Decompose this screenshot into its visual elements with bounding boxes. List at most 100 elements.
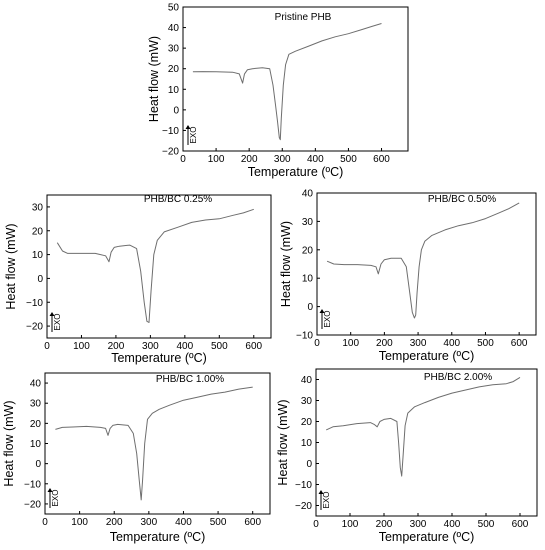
exo-label: EXO	[322, 492, 331, 509]
x-tick-label: 0	[42, 517, 48, 528]
y-tick-label: −10	[162, 126, 179, 137]
y-tick-label: 40	[30, 379, 42, 390]
series-line	[56, 208, 254, 323]
y-tick-label: −20	[24, 499, 41, 510]
x-tick-label: 400	[177, 341, 194, 352]
chart-phb-bc-025: 0 100 200 300 400 500 600 −20 −10 0 10 20 30 Temperat…	[4, 194, 272, 365]
y-axis-title: Heat flow (mW)	[4, 223, 18, 309]
y-tick-label: 10	[168, 85, 180, 96]
y-axis-title: Heat flow (mW)	[2, 400, 16, 486]
y-tick-label: 40	[302, 189, 314, 200]
x-axis-title: Temperature (ºC)	[111, 351, 207, 365]
x-tick-label: 600	[512, 519, 529, 530]
exo-arrow-icon	[49, 312, 55, 316]
y-tick-label: 0	[35, 459, 41, 470]
y-tick-label: −20	[162, 147, 179, 158]
y-tick-label: 30	[302, 217, 314, 228]
y-tick-label: 0	[307, 302, 313, 313]
plot-frame	[44, 372, 271, 515]
panel-title: PHB/BC 1.00%	[156, 374, 224, 385]
panel-title: Pristine PHB	[275, 12, 332, 23]
plot-frame	[46, 194, 272, 339]
x-tick-label: 400	[307, 154, 324, 165]
x-tick-label: 500	[340, 154, 357, 165]
y-tick-label: −20	[26, 322, 43, 333]
exo-label: EXO	[53, 314, 62, 331]
x-axis-title: Temperature (ºC)	[379, 530, 475, 544]
x-tick-label: 500	[477, 338, 494, 349]
x-tick-label: 200	[108, 341, 125, 352]
x-tick-label: 600	[245, 341, 262, 352]
chart-phb-bc-200: 0 100 200 300 400 500 600 −20 −10 0 10 20 30 40 Temper…	[276, 368, 538, 544]
x-tick-label: 600	[511, 338, 528, 349]
x-tick-label: 300	[410, 338, 427, 349]
y-tick-label: 30	[301, 396, 313, 407]
y-tick-label: 40	[168, 23, 180, 34]
panel-title: PHB/BC 0.50%	[428, 194, 496, 205]
x-tick-label: 200	[376, 519, 393, 530]
y-tick-label: 30	[168, 44, 180, 55]
y-tick-label: 40	[301, 375, 313, 386]
exo-arrow-icon	[185, 125, 191, 129]
series-line	[192, 23, 382, 141]
x-tick-label: 100	[342, 519, 359, 530]
y-tick-label: 20	[168, 64, 180, 75]
y-tick-label: 10	[32, 250, 44, 261]
exo-label: EXO	[51, 490, 60, 507]
series-line	[55, 386, 253, 501]
x-tick-label: 0	[313, 519, 319, 530]
y-tick-label: −10	[24, 479, 41, 490]
x-tick-label: 200	[376, 338, 393, 349]
series-line	[326, 202, 520, 319]
chart-phb-bc-050: 0 100 200 300 400 500 600−10010203040Temperatu…	[279, 189, 537, 363]
x-tick-label: 0	[314, 338, 320, 349]
y-tick-label: 0	[37, 274, 43, 285]
y-tick-label: −10	[296, 331, 313, 342]
x-tick-label: 100	[73, 341, 90, 352]
y-tick-label: −20	[295, 501, 312, 512]
x-tick-label: 100	[71, 517, 88, 528]
panel-title: PHB/BC 0.25%	[144, 194, 212, 205]
y-tick-label: 10	[30, 439, 42, 450]
x-tick-label: 500	[210, 517, 227, 528]
y-tick-label: −10	[295, 480, 312, 491]
x-tick-label: 300	[274, 154, 291, 165]
chart-phb-bc-100: 0 100 200 300 400 500 600 −20 −10 0 10 20 30 40 Temper…	[2, 372, 271, 544]
x-tick-label: 400	[443, 338, 460, 349]
x-tick-label: 500	[211, 341, 228, 352]
y-tick-label: 30	[32, 202, 44, 213]
x-tick-label: 0	[44, 341, 50, 352]
x-axis-title: Temperature (ºC)	[248, 165, 344, 179]
y-tick-label: 50	[168, 3, 180, 14]
x-axis-title: Temperature (ºC)	[110, 530, 206, 544]
y-tick-label: 10	[302, 274, 314, 285]
x-tick-label: 600	[373, 154, 390, 165]
x-tick-label: 200	[106, 517, 123, 528]
y-tick-label: 30	[30, 399, 42, 410]
x-tick-label: 0	[180, 154, 186, 165]
panel-title: PHB/BC 2.00%	[424, 372, 492, 383]
x-tick-label: 200	[241, 154, 258, 165]
exo-label: EXO	[323, 311, 332, 328]
y-tick-label: 20	[32, 226, 44, 237]
y-axis-title: Heat flow (mW)	[276, 399, 290, 485]
y-tick-label: 20	[302, 245, 314, 256]
y-tick-label: 0	[306, 459, 312, 470]
x-tick-label: 400	[175, 517, 192, 528]
x-tick-label: 300	[410, 519, 427, 530]
plot-frame	[182, 6, 409, 152]
y-tick-label: 0	[173, 105, 179, 116]
x-tick-label: 300	[142, 341, 159, 352]
y-axis-title: Heat flow (mW)	[279, 221, 293, 307]
y-tick-label: −10	[26, 298, 43, 309]
x-tick-label: 100	[208, 154, 225, 165]
x-axis-title: Temperature (ºC)	[379, 349, 475, 363]
exo-label: EXO	[189, 127, 198, 144]
x-tick-label: 300	[141, 517, 158, 528]
y-tick-label: 20	[30, 419, 42, 430]
x-tick-label: 100	[342, 338, 359, 349]
x-tick-label: 400	[444, 519, 461, 530]
plot-frame	[316, 192, 537, 336]
plot-frame	[315, 368, 538, 517]
